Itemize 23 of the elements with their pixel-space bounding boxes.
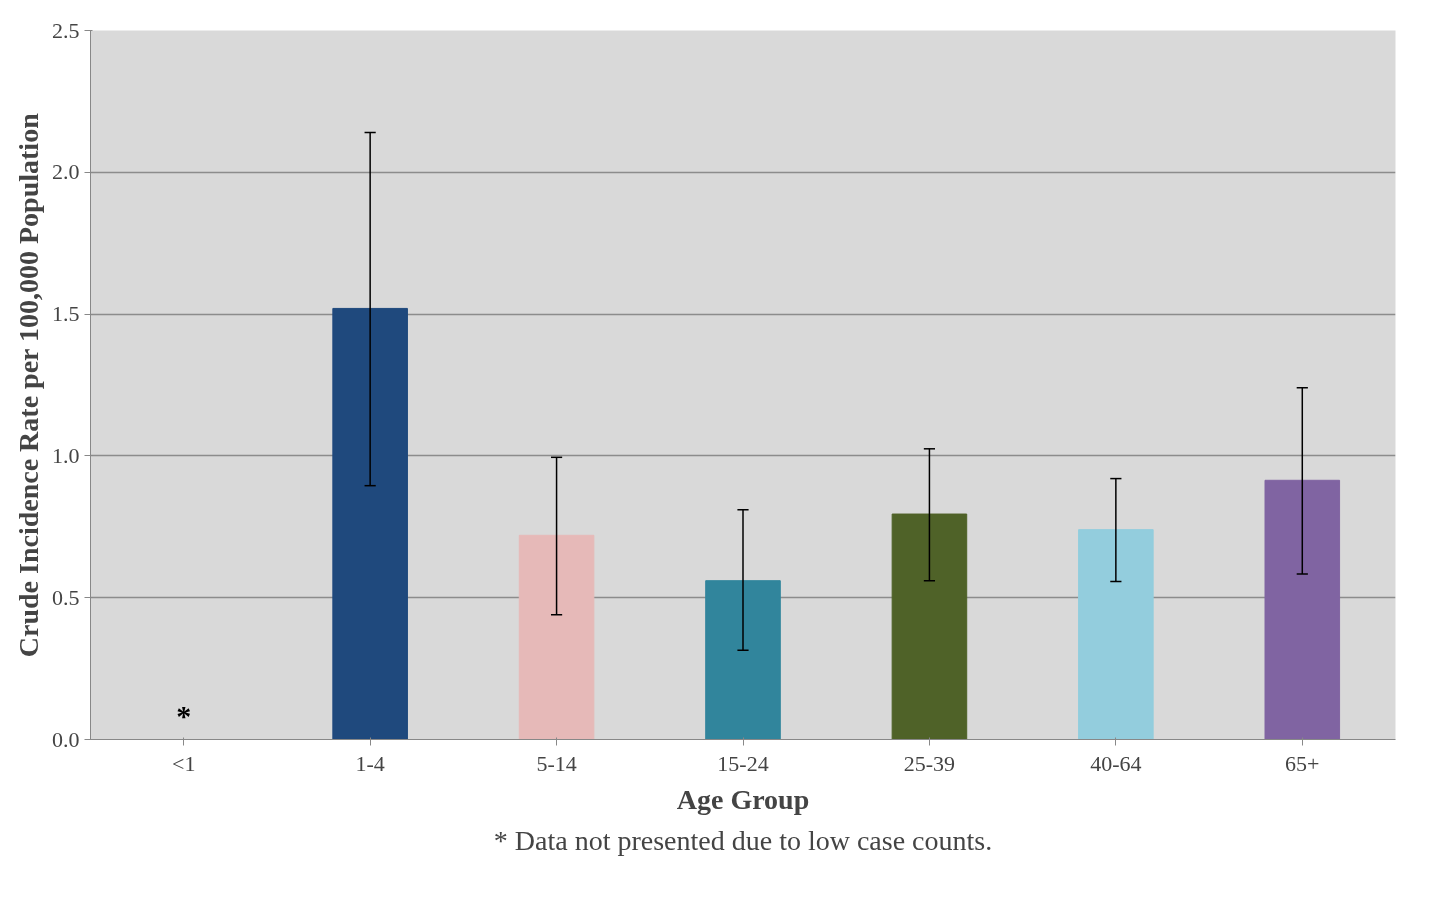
x-tick-label: 5-14 — [536, 750, 577, 776]
bar — [1078, 529, 1154, 740]
y-axis-title: Crude Incidence Rate per 100,000 Population — [13, 112, 44, 658]
y-tick-label: 1.5 — [52, 301, 80, 327]
y-tick-label: 1.0 — [52, 442, 80, 468]
x-tick-label: <1 — [172, 750, 196, 776]
bar — [332, 307, 408, 740]
y-tick-label: 2.5 — [52, 17, 80, 43]
annotation: * — [176, 698, 192, 732]
bar — [1264, 479, 1341, 740]
x-tick-label: 15-24 — [717, 750, 769, 776]
x-tick-label: 65+ — [1285, 750, 1320, 776]
y-tick-label: 2.0 — [52, 159, 80, 185]
x-tick-label: 1-4 — [355, 750, 385, 776]
bar — [891, 513, 968, 740]
x-tick-label: 25-39 — [903, 750, 956, 776]
bar — [518, 534, 595, 740]
x-axis-title: Age Group — [676, 783, 810, 815]
bar — [705, 580, 781, 740]
y-tick-label: 0.0 — [52, 726, 80, 752]
x-tick-label: 40-64 — [1090, 750, 1142, 776]
y-tick-label: 0.5 — [52, 584, 80, 610]
text: * Data not presented due to low case counts. — [493, 824, 993, 856]
